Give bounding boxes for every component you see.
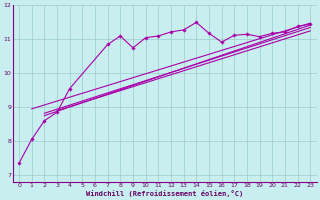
X-axis label: Windchill (Refroidissement éolien,°C): Windchill (Refroidissement éolien,°C)	[86, 190, 243, 197]
